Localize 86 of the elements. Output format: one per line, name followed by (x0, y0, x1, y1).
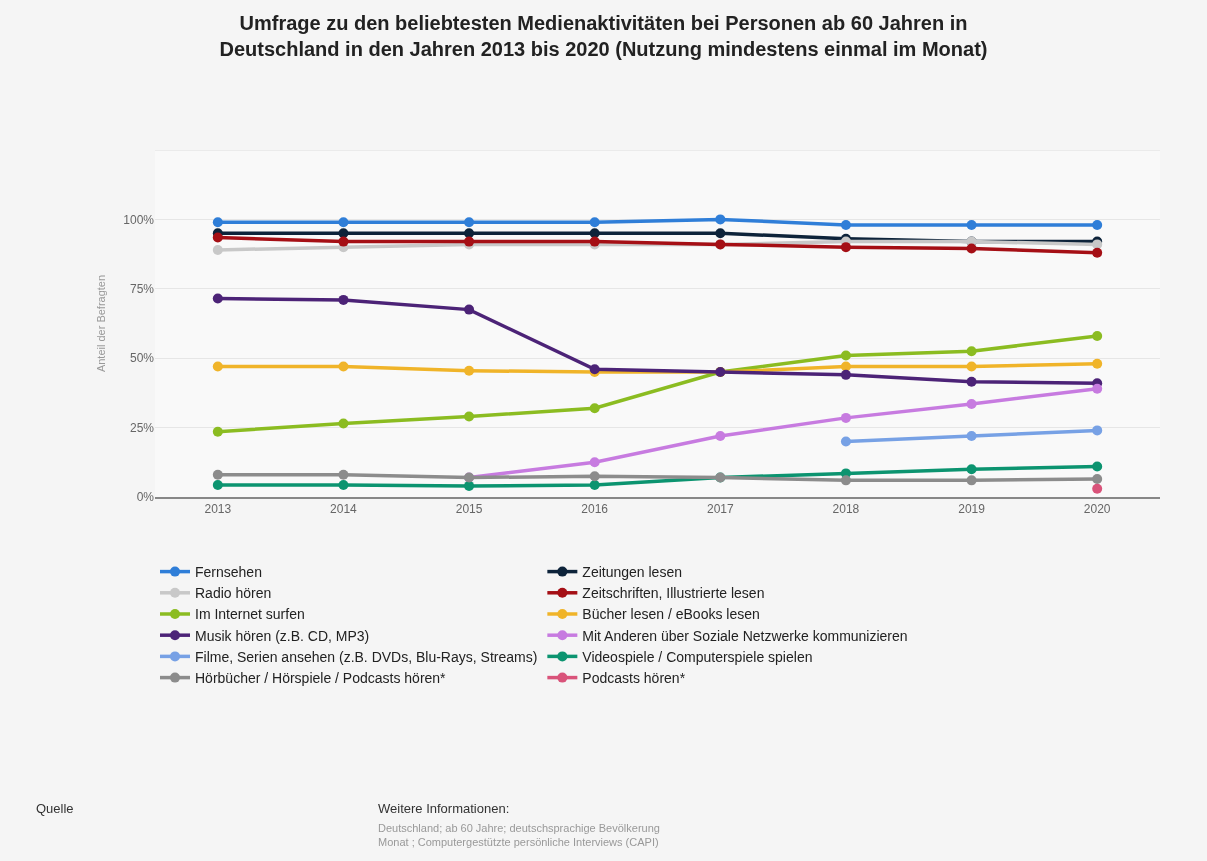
legend-label: Fernsehen (195, 564, 262, 581)
point (840, 350, 851, 361)
point (464, 217, 475, 228)
text: Quelle (36, 801, 74, 816)
point (589, 471, 600, 482)
point (338, 294, 349, 305)
point (212, 426, 223, 437)
legend-label: Zeitschriften, Illustrierte lesen (582, 585, 765, 602)
point (338, 361, 349, 372)
point (338, 469, 349, 480)
legend-label: Im Internet surfen (195, 606, 305, 623)
point (212, 361, 223, 372)
legend-label: Radio hören (195, 585, 272, 602)
legend-label: Mit Anderen über Soziale Netzwerke kommunizieren (582, 627, 908, 644)
point (212, 293, 223, 304)
legend-label: Podcasts hören* (582, 670, 686, 687)
point (966, 346, 977, 357)
point (1092, 219, 1103, 230)
point (1092, 330, 1103, 341)
legend-label: Hörbücher / Hörspiele / Podcasts hören* (195, 670, 447, 687)
x-tick-label: 2018 (832, 502, 860, 517)
legend-label: Musik hören (z.B. CD, MP3) (195, 627, 370, 644)
point (212, 232, 223, 243)
x-tick-label: 2016 (581, 502, 609, 517)
point (1092, 358, 1103, 369)
x-tick-label: 2019 (958, 502, 986, 517)
point (464, 365, 475, 376)
x-tick-label: 2020 (1083, 502, 1111, 517)
x-tick-label: 2015 (455, 502, 483, 517)
point (589, 217, 600, 228)
legend-label: Zeitungen lesen (582, 564, 682, 581)
point (464, 411, 475, 422)
y-tick-label: 100% (123, 212, 155, 227)
y-tick-label: 0% (136, 490, 155, 505)
point (589, 403, 600, 414)
x-tick-label: 2017 (706, 502, 734, 517)
point (840, 412, 851, 423)
point (966, 361, 977, 372)
y-tick-label: 75% (129, 282, 155, 296)
point (966, 464, 977, 475)
point (338, 236, 349, 247)
point (966, 219, 977, 230)
point (338, 228, 349, 239)
point (966, 475, 977, 486)
point (840, 219, 851, 230)
point (338, 418, 349, 429)
text: Deutschland; ab 60 Jahre; deutschsprachige Bevölkerung Monat ; Computergestützte persönliche Interviews (CAPI) (378, 822, 660, 849)
x-tick-label: 2013 (204, 502, 232, 517)
legend-label: Filme, Serien ansehen (z.B. DVDs, Blu-Rays, Streams) (195, 648, 538, 665)
point (212, 480, 223, 491)
legend-label: Videospiele / Computerspiele spielen (582, 648, 813, 665)
point (1092, 425, 1103, 436)
point (840, 436, 851, 447)
point (966, 430, 977, 441)
point (715, 430, 726, 441)
point (1092, 483, 1103, 494)
x-tick-label: 2014 (330, 502, 358, 517)
point (840, 369, 851, 380)
point (966, 399, 977, 409)
point (589, 457, 600, 468)
point (464, 304, 475, 315)
point (715, 214, 726, 225)
legend-label: Bücher lesen / eBooks lesen (582, 606, 760, 623)
chart-title: Umfrage zu den beliebtesten Medienaktivitäten bei Personen ab 60 Jahren in Deutschland in den Jahren 2013 bis 2020 (Nutzung mindestens einmal im Monat) (219, 12, 988, 61)
y-tick-label: 50% (129, 351, 155, 366)
point (338, 217, 349, 228)
text: Weitere Informationen: (378, 801, 510, 816)
point (840, 475, 851, 486)
point (1092, 473, 1103, 484)
point (589, 480, 600, 491)
point (1092, 383, 1103, 394)
y-axis-title: Anteil der Befragten (94, 274, 107, 373)
point (1092, 247, 1103, 258)
point (212, 217, 223, 228)
point (464, 228, 475, 239)
y-tick-label: 25% (129, 420, 155, 435)
point (966, 376, 977, 387)
point (840, 242, 851, 253)
point (464, 480, 475, 491)
point (212, 469, 223, 480)
point (212, 244, 223, 255)
point (338, 480, 349, 491)
point (589, 228, 600, 239)
point (715, 228, 726, 239)
point (966, 243, 977, 254)
point (1092, 461, 1103, 472)
